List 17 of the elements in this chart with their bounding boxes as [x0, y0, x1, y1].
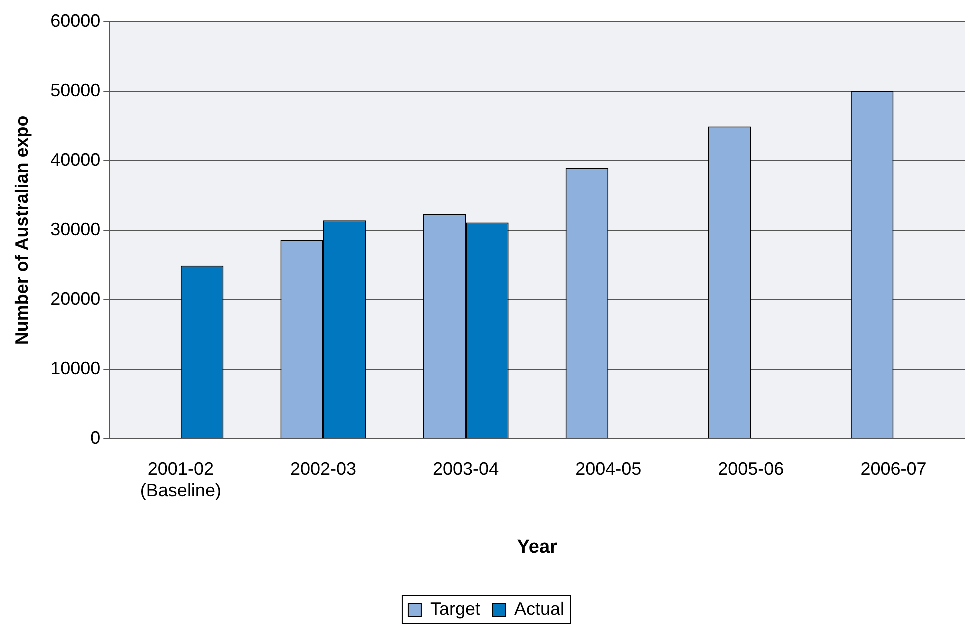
y-tick-label: 50000: [50, 80, 101, 100]
y-tick-label: 10000: [50, 358, 101, 378]
x-tick-label: 2004-05: [576, 458, 642, 479]
y-tick-label: 60000: [50, 10, 101, 31]
y-tick-label: 40000: [50, 150, 101, 170]
y-tick-label: 30000: [50, 219, 101, 240]
x-axis-title: Year: [517, 536, 558, 558]
x-tick-label: 2005-06: [718, 458, 784, 479]
y-tick-label: 20000: [50, 288, 101, 309]
x-tick-label: 2006-07: [860, 458, 927, 479]
legend-label: Actual: [514, 598, 565, 619]
y-axis-title: Number of Australian expo: [12, 116, 32, 346]
legend-label: Target: [430, 598, 481, 619]
x-tick-label: 2001-02 (Baseline): [140, 458, 222, 500]
x-tick-label: 2003-04: [433, 458, 500, 479]
y-tick-label: 0: [90, 428, 101, 448]
x-tick-label: 2002-03: [290, 458, 357, 479]
